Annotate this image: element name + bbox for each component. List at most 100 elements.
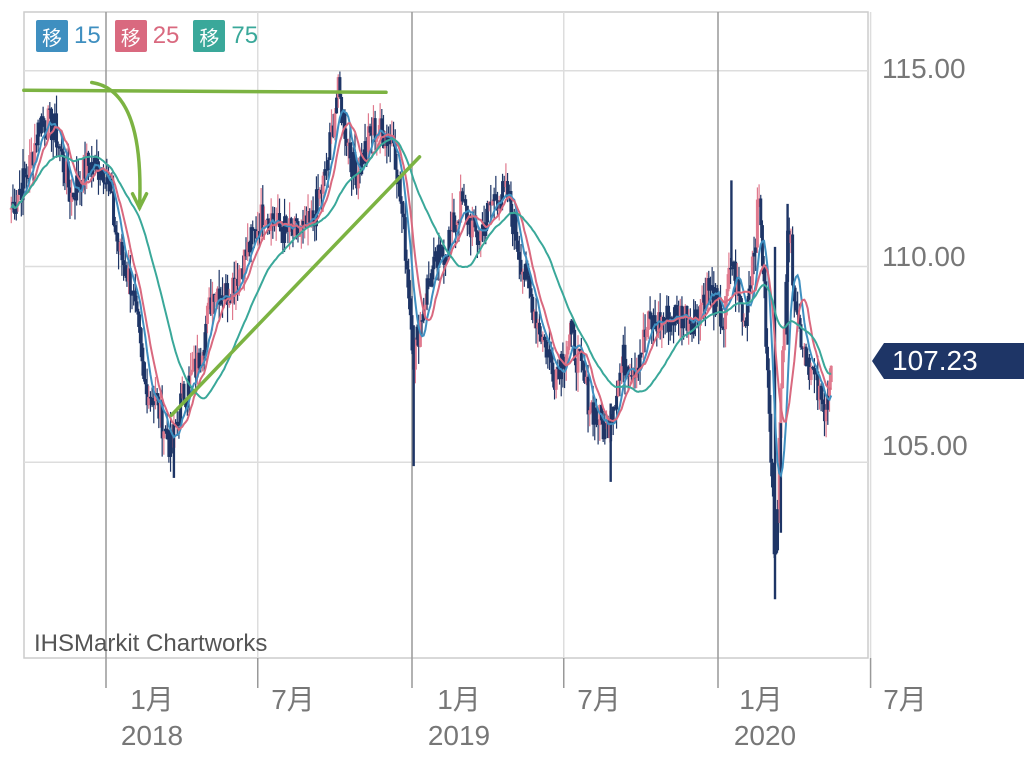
legend: 移 15 移 25 移 75 bbox=[36, 20, 258, 52]
candle-body bbox=[700, 302, 704, 305]
candle-body bbox=[435, 251, 439, 268]
candle-body bbox=[615, 395, 619, 410]
candle-body bbox=[433, 251, 437, 257]
candle-body bbox=[348, 142, 352, 159]
candle-body bbox=[531, 296, 535, 321]
candle-body bbox=[420, 320, 424, 322]
candle-body bbox=[93, 157, 97, 170]
ma75-badge: 移 bbox=[193, 20, 226, 52]
candle-body bbox=[484, 222, 488, 236]
candle-body bbox=[584, 376, 588, 383]
candle-body bbox=[512, 213, 516, 235]
candle-body bbox=[712, 286, 716, 316]
watermark: IHSMarkit Chartworks bbox=[34, 630, 268, 657]
candle-body bbox=[665, 305, 669, 321]
candle-body bbox=[28, 155, 32, 179]
candle-body bbox=[83, 157, 87, 179]
candle-body bbox=[158, 399, 162, 419]
candle-body bbox=[824, 409, 828, 422]
candle-body bbox=[319, 189, 323, 194]
candle-body bbox=[816, 371, 820, 401]
legend-item-ma25[interactable]: 移 25 bbox=[114, 20, 180, 52]
candle-body bbox=[88, 165, 92, 175]
candle-body bbox=[698, 304, 702, 326]
candle-body bbox=[351, 152, 355, 177]
candle-body bbox=[501, 181, 505, 201]
candle-body bbox=[276, 213, 280, 224]
candle-body bbox=[568, 334, 572, 347]
legend-item-ma75[interactable]: 移 75 bbox=[193, 20, 258, 52]
x-tick-label: 1月 bbox=[437, 684, 481, 715]
candle-body bbox=[432, 256, 436, 270]
candle-body bbox=[366, 126, 370, 152]
candle-body bbox=[231, 277, 235, 304]
candle-body bbox=[583, 370, 587, 383]
candle-body bbox=[822, 404, 826, 422]
candle-body bbox=[737, 279, 741, 297]
candle-body bbox=[335, 97, 339, 114]
candle-body bbox=[789, 234, 793, 244]
candle-body bbox=[727, 267, 731, 289]
candle-body bbox=[651, 315, 655, 330]
candle-body bbox=[152, 401, 156, 406]
candle-body bbox=[444, 257, 448, 265]
candle-body bbox=[247, 242, 251, 253]
candle-body bbox=[21, 168, 25, 201]
candle-body bbox=[427, 278, 431, 281]
x-tick-label: 7月 bbox=[883, 684, 927, 715]
candle-body bbox=[769, 413, 773, 463]
candle-body bbox=[346, 142, 350, 146]
candle-body bbox=[547, 349, 551, 352]
candle-body bbox=[237, 269, 241, 286]
candle-body bbox=[216, 288, 220, 295]
candle-body bbox=[693, 309, 697, 319]
candle-body bbox=[140, 343, 144, 362]
candle-body bbox=[553, 381, 557, 390]
candle-body bbox=[799, 324, 803, 348]
candle-body bbox=[449, 229, 453, 232]
candle-body bbox=[623, 344, 627, 376]
candle-body bbox=[98, 177, 102, 180]
candle-body bbox=[747, 288, 751, 300]
candle-body bbox=[125, 275, 129, 282]
candle-body bbox=[480, 224, 484, 229]
candle-body bbox=[722, 328, 726, 330]
candle-body bbox=[819, 385, 823, 400]
candle-body bbox=[252, 229, 256, 231]
candle-body bbox=[802, 346, 806, 349]
candle-body bbox=[638, 354, 642, 371]
candle-body bbox=[742, 320, 746, 323]
candle-body bbox=[311, 210, 315, 219]
candle-body bbox=[690, 323, 694, 335]
candle-body bbox=[340, 97, 344, 123]
candle-body bbox=[485, 202, 489, 223]
candle-body bbox=[479, 228, 483, 241]
candle-body bbox=[573, 329, 577, 361]
candle-body bbox=[707, 278, 711, 291]
candle-body bbox=[38, 122, 42, 134]
candle-body bbox=[779, 388, 783, 438]
candle-body bbox=[492, 194, 496, 202]
candle-body bbox=[809, 367, 813, 380]
candle-body bbox=[180, 383, 184, 394]
candle-body bbox=[24, 174, 28, 178]
candle-body bbox=[682, 316, 686, 329]
candle-body bbox=[115, 232, 119, 242]
y-tick-label: 110.00 bbox=[882, 241, 966, 272]
candle-body bbox=[184, 402, 188, 408]
ma25-label: 25 bbox=[152, 22, 180, 49]
candle-body bbox=[101, 169, 105, 183]
candle-body bbox=[157, 396, 161, 419]
candle-body bbox=[588, 410, 592, 415]
candle-body bbox=[393, 143, 397, 170]
candle-body bbox=[207, 297, 211, 306]
legend-item-ma15[interactable]: 移 15 bbox=[36, 20, 101, 52]
x-tick-label: 7月 bbox=[577, 684, 621, 715]
candle-body bbox=[256, 231, 260, 239]
candle-body bbox=[128, 268, 132, 295]
candle-body bbox=[729, 267, 733, 270]
candle-body bbox=[524, 263, 528, 280]
candle-body bbox=[147, 396, 151, 406]
candle-body bbox=[371, 118, 375, 136]
